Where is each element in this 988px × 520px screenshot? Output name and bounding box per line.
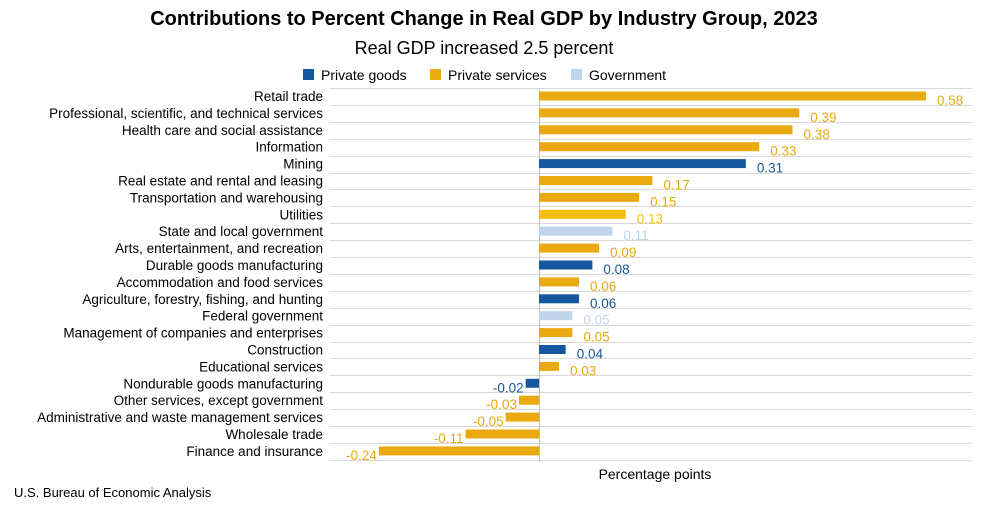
legend-label-private-goods: Private goods	[321, 67, 407, 83]
bars	[378, 91, 926, 456]
category-label: Mining	[283, 157, 323, 172]
legend-swatch-government	[571, 69, 582, 80]
value-label: 0.38	[804, 127, 830, 142]
category-labels: Retail trade Professional, scientific, an…	[37, 89, 323, 459]
bar-federal-government	[539, 311, 573, 321]
bar-utilities	[539, 209, 626, 219]
bar-professional-scientific-and-technical-services	[539, 108, 800, 118]
category-label: Professional, scientific, and technical …	[49, 106, 323, 121]
bar-finance-and-insurance	[378, 446, 539, 456]
bar-information	[539, 142, 760, 152]
value-label: 0.03	[570, 363, 596, 378]
value-label: -0.03	[486, 397, 517, 412]
bar-nondurable-goods-manufacturing	[525, 378, 539, 388]
bar-accommodation-and-food-services	[539, 277, 580, 287]
value-label: 0.39	[810, 110, 836, 125]
value-label: 0.06	[590, 279, 616, 294]
legend-swatch-private-goods	[303, 69, 314, 80]
category-label: Health care and social assistance	[122, 123, 323, 138]
category-label: Administrative and waste management serv…	[37, 410, 323, 425]
category-label: Retail trade	[254, 89, 323, 104]
value-label: 0.15	[650, 194, 676, 209]
gridlines	[330, 88, 972, 462]
chart-title: Contributions to Percent Change in Real …	[150, 8, 818, 30]
bar-educational-services	[539, 361, 560, 371]
value-label: 0.05	[583, 330, 609, 345]
value-label: 0.06	[590, 296, 616, 311]
bar-durable-goods-manufacturing	[539, 260, 593, 270]
bar-transportation-and-warehousing	[539, 192, 640, 202]
bar-management-of-companies-and-enterprises	[539, 328, 573, 338]
value-label: -0.11	[434, 431, 464, 446]
value-label: 0.13	[637, 211, 663, 226]
category-label: Durable goods manufacturing	[146, 258, 323, 273]
category-label: Educational services	[199, 359, 323, 374]
bar-retail-trade	[539, 91, 926, 101]
category-label: Information	[255, 140, 323, 155]
bar-health-care-and-social-assistance	[539, 125, 793, 135]
legend-label-private-services: Private services	[448, 67, 547, 83]
value-label: 0.05	[583, 313, 609, 328]
legend-label-government: Government	[589, 67, 666, 83]
bar-agriculture-forestry-fishing-and-hunting	[539, 294, 580, 304]
category-label: Real estate and rental and leasing	[118, 174, 323, 189]
value-label: 0.31	[757, 161, 783, 176]
category-label: Other services, except government	[114, 393, 324, 408]
category-label: State and local government	[159, 224, 324, 239]
bar-mining	[539, 159, 746, 169]
value-label: -0.02	[493, 380, 524, 395]
value-label: 0.09	[610, 245, 636, 260]
category-label: Accommodation and food services	[117, 275, 324, 290]
source-note: U.S. Bureau of Economic Analysis	[14, 485, 212, 500]
category-label: Federal government	[202, 309, 323, 324]
category-label: Finance and insurance	[186, 444, 323, 459]
bar-real-estate-and-rental-and-leasing	[539, 176, 653, 185]
value-label: -0.05	[473, 414, 504, 429]
value-label: 0.11	[623, 228, 648, 243]
legend-swatch-private-services	[430, 69, 441, 80]
chart-subtitle: Real GDP increased 2.5 percent	[354, 38, 614, 58]
value-label: 0.17	[663, 178, 689, 193]
bar-wholesale-trade	[465, 429, 539, 439]
category-label: Utilities	[279, 207, 323, 222]
bar-other-services-except-government	[518, 395, 539, 405]
value-labels: 0.58 0.39 0.38 0.33 0.31 0.170.15 0.13 0.11 0.09…	[346, 93, 963, 463]
category-label: Nondurable goods manufacturing	[123, 376, 323, 391]
category-label: Management of companies and enterprises	[63, 326, 323, 341]
value-label: 0.04	[577, 347, 604, 362]
value-label: 0.08	[603, 262, 629, 277]
bar-administrative-and-waste-management-services	[505, 412, 539, 422]
category-label: Agriculture, forestry, fishing, and hunt…	[82, 292, 323, 307]
bar-construction	[539, 345, 566, 354]
value-label: 0.58	[937, 93, 963, 108]
legend: Private goods Private services Government	[303, 67, 666, 83]
category-label: Transportation and warehousing	[130, 190, 323, 205]
category-label: Construction	[247, 343, 323, 358]
category-label: Wholesale trade	[225, 427, 323, 442]
category-label: Arts, entertainment, and recreation	[115, 241, 323, 256]
value-label: 0.33	[770, 144, 796, 159]
bar-state-and-local-government	[539, 226, 613, 236]
value-label: -0.24	[346, 448, 377, 463]
bar-arts-entertainment-and-recreation	[539, 243, 600, 253]
x-axis-label: Percentage points	[599, 466, 712, 482]
